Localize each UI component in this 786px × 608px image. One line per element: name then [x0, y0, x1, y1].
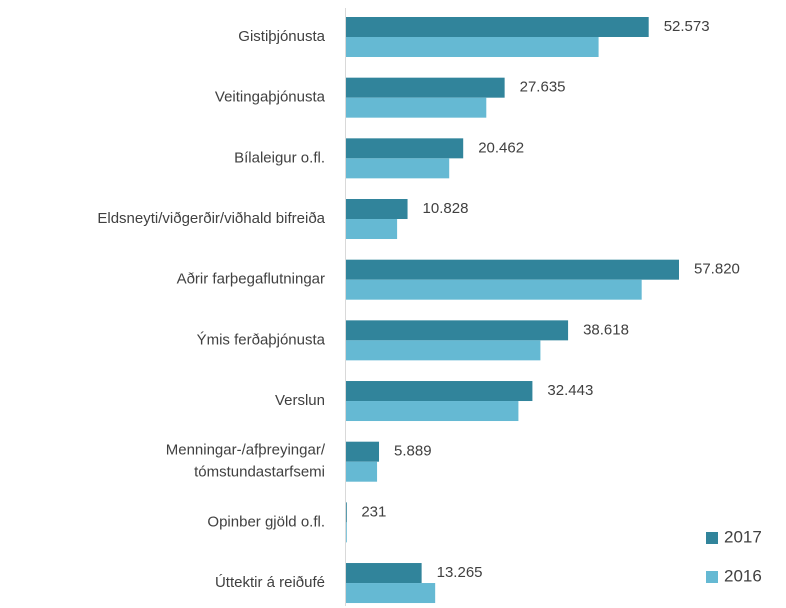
value-label: 10.828 [423, 200, 469, 217]
category-label: Veitingaþjónusta [215, 89, 326, 106]
bar [346, 17, 649, 37]
value-label: 13.265 [437, 564, 483, 581]
category-label: Opinber gjöld o.fl. [207, 513, 325, 530]
bar [346, 340, 541, 361]
bar [346, 461, 378, 482]
value-label: 20.462 [478, 139, 524, 156]
category-label: Úttektir á reiðufé [215, 574, 325, 591]
bar [346, 583, 436, 604]
bar [346, 77, 505, 98]
legend-swatch [706, 532, 718, 544]
legend-label: 2017 [724, 527, 762, 546]
bar [346, 97, 487, 118]
value-label: 231 [361, 503, 386, 520]
category-label: Eldsneyti/viðgerðir/viðhald bifreiða [97, 210, 325, 227]
bar [346, 502, 347, 523]
value-label: 27.635 [520, 79, 566, 96]
category-label: Menningar-/afþreyingar/tómstundastarfsem… [166, 442, 326, 481]
bar [346, 158, 450, 179]
category-label: Bílaleigur o.fl. [234, 149, 325, 166]
value-label: 57.820 [694, 261, 740, 278]
bar [346, 522, 347, 543]
bar [346, 219, 398, 240]
bar [346, 441, 380, 462]
bar [346, 320, 569, 341]
legend-label: 2016 [724, 566, 762, 585]
bar [346, 259, 679, 280]
bar [346, 279, 642, 300]
category-label: Aðrir farþegaflutningar [177, 271, 325, 288]
value-label: 32.443 [547, 382, 593, 399]
value-label: 5.889 [394, 443, 432, 460]
bar [346, 199, 408, 220]
value-label: 52.573 [664, 18, 710, 35]
bar [346, 381, 533, 402]
bar [346, 138, 464, 159]
category-label: Gistiþjónusta [238, 28, 325, 45]
bar [346, 563, 422, 584]
bar [346, 401, 519, 422]
bar [346, 37, 599, 57]
legend-swatch [706, 571, 718, 583]
category-label: Ýmis ferðaþjónusta [197, 331, 326, 348]
value-label: 38.618 [583, 321, 629, 338]
category-label: Verslun [275, 392, 325, 409]
